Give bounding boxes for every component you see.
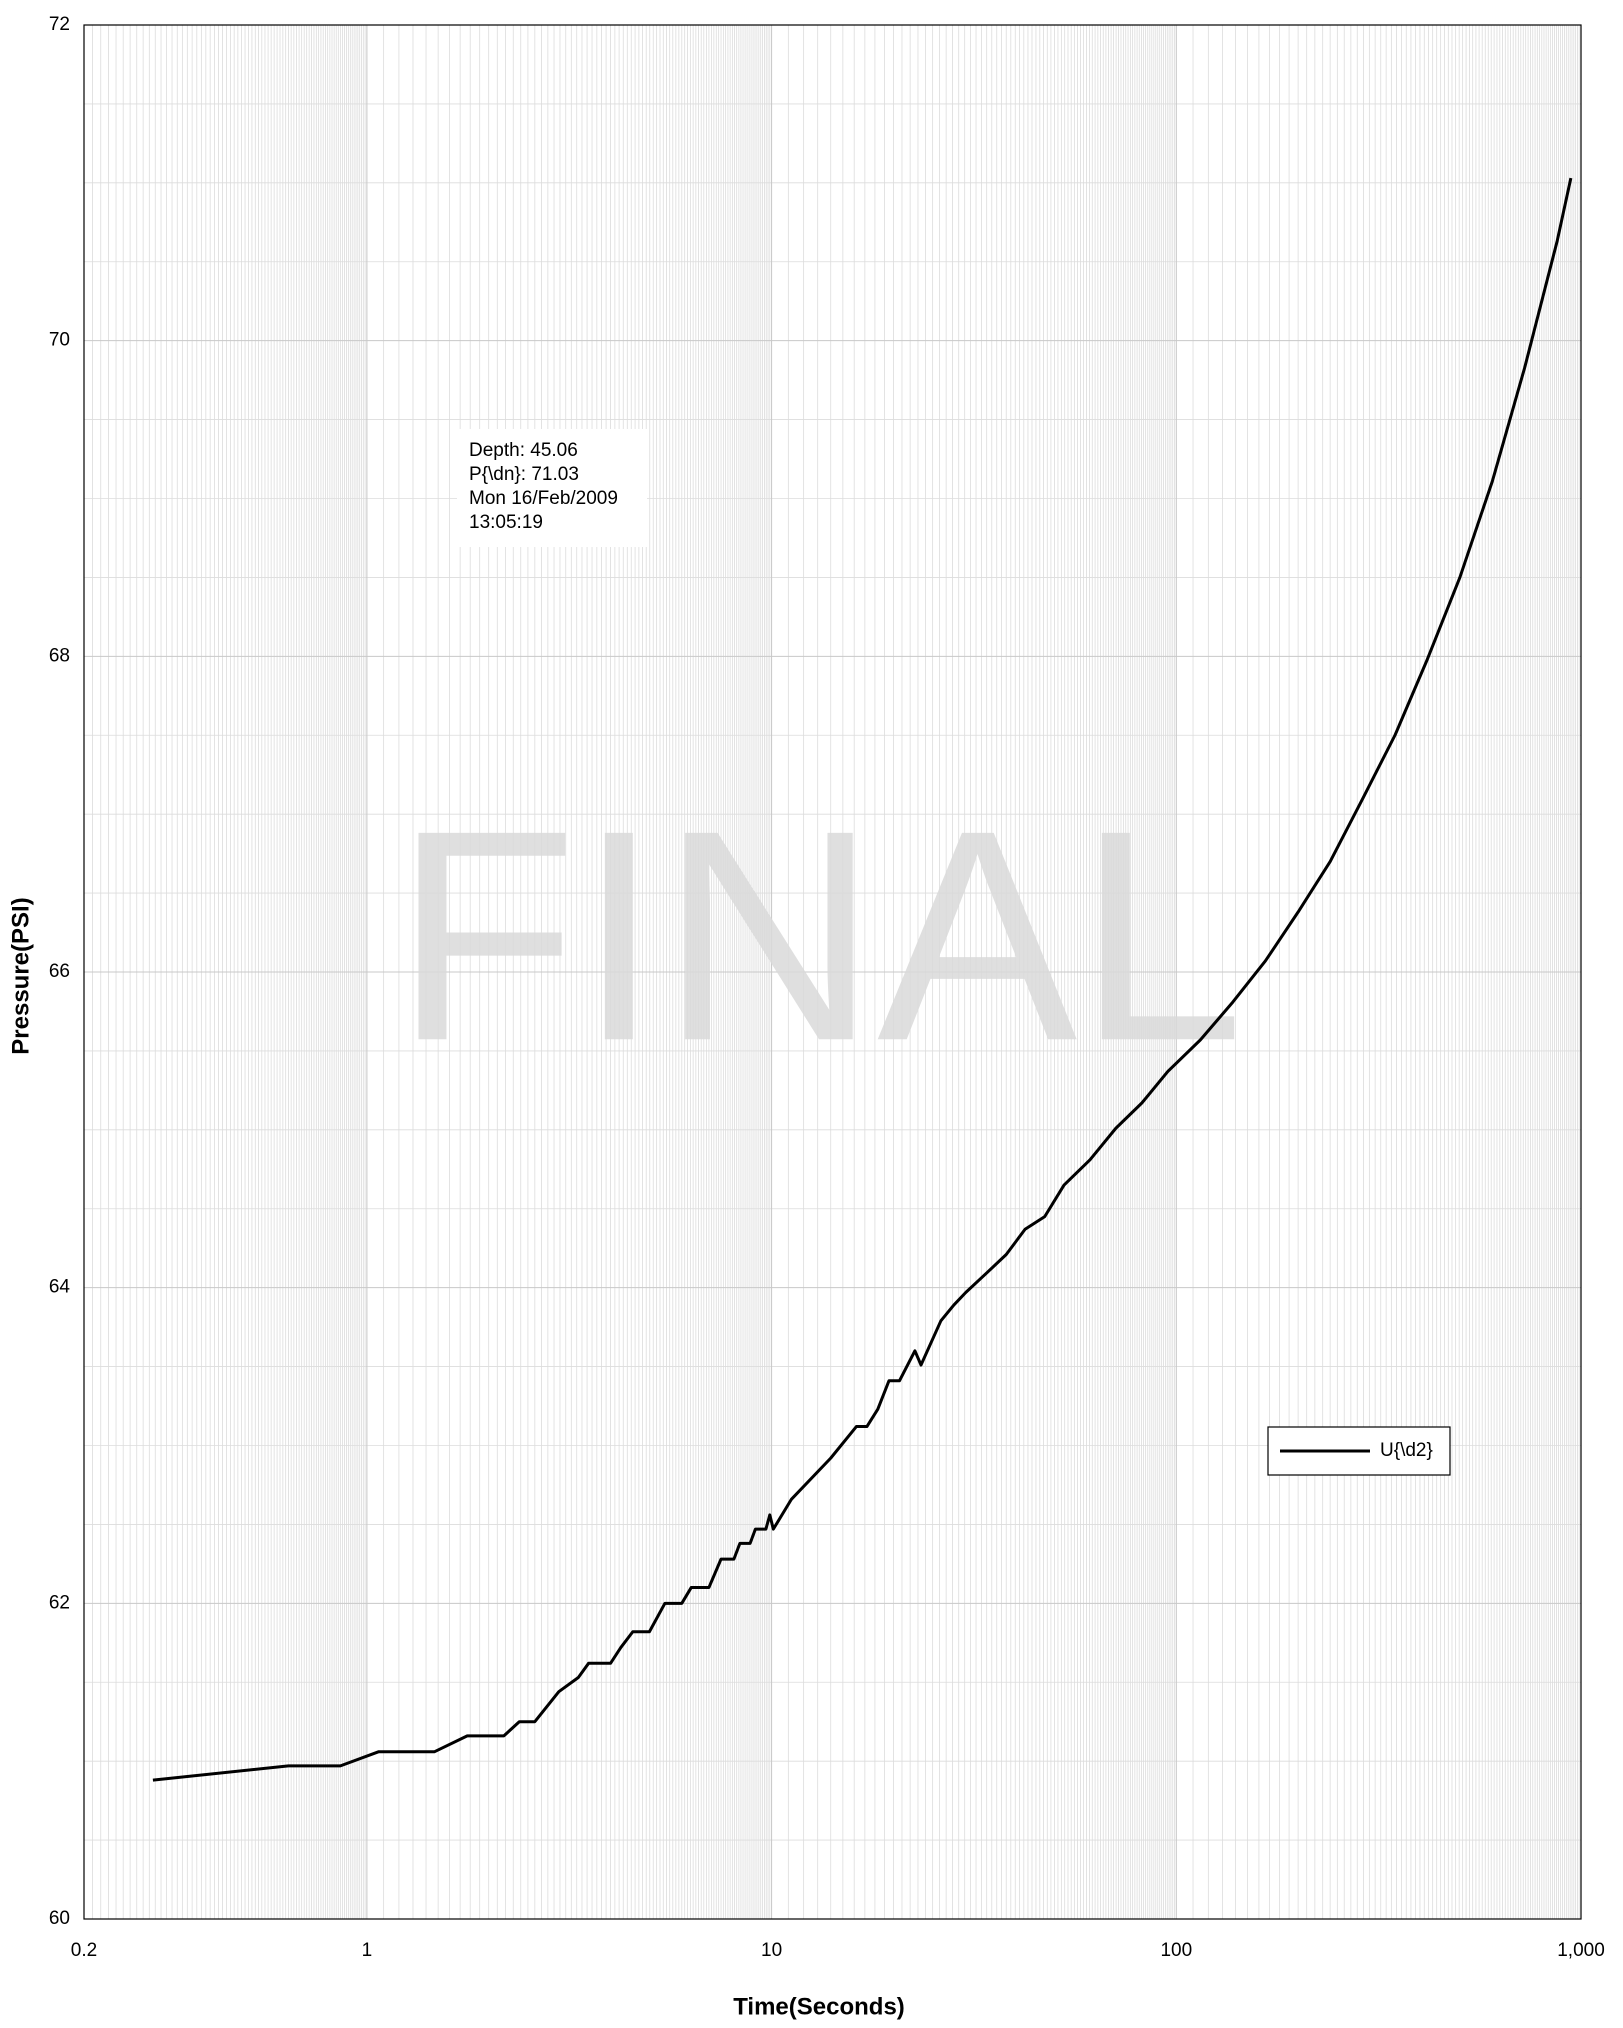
x-tick-label: 100 [1160,1940,1192,1961]
annotation-text: Depth: 45.06 [469,440,578,461]
watermark: FINAL [394,767,1244,1103]
annotation-text: P{\dn}: 71.03 [469,464,579,485]
plot-frame [83,24,1582,1920]
x-tick-label: 1,000 [1557,1940,1605,1961]
y-tick-label: 68 [49,645,70,666]
y-tick-label: 72 [49,14,70,35]
y-tick-label: 70 [49,330,70,351]
annotation-box [457,429,647,547]
series-line [152,177,1573,1782]
x-axis-label: Time(Seconds) [733,1993,905,2020]
x-tick-label: 1 [362,1940,373,1961]
x-tick-label: 0.2 [71,1940,97,1961]
y-tick-label: 62 [49,1592,70,1613]
legend-label: U{\d2} [1380,1440,1433,1461]
annotation-text: 13:05:19 [469,512,543,533]
y-tick-label: 66 [49,961,70,982]
x-tick-label: 10 [761,1940,782,1961]
y-tick-label: 64 [49,1277,71,1298]
y-tick-label: 60 [49,1908,70,1929]
annotation-text: Mon 16/Feb/2009 [469,488,618,509]
y-axis-label: Pressure(PSI) [7,897,34,1054]
